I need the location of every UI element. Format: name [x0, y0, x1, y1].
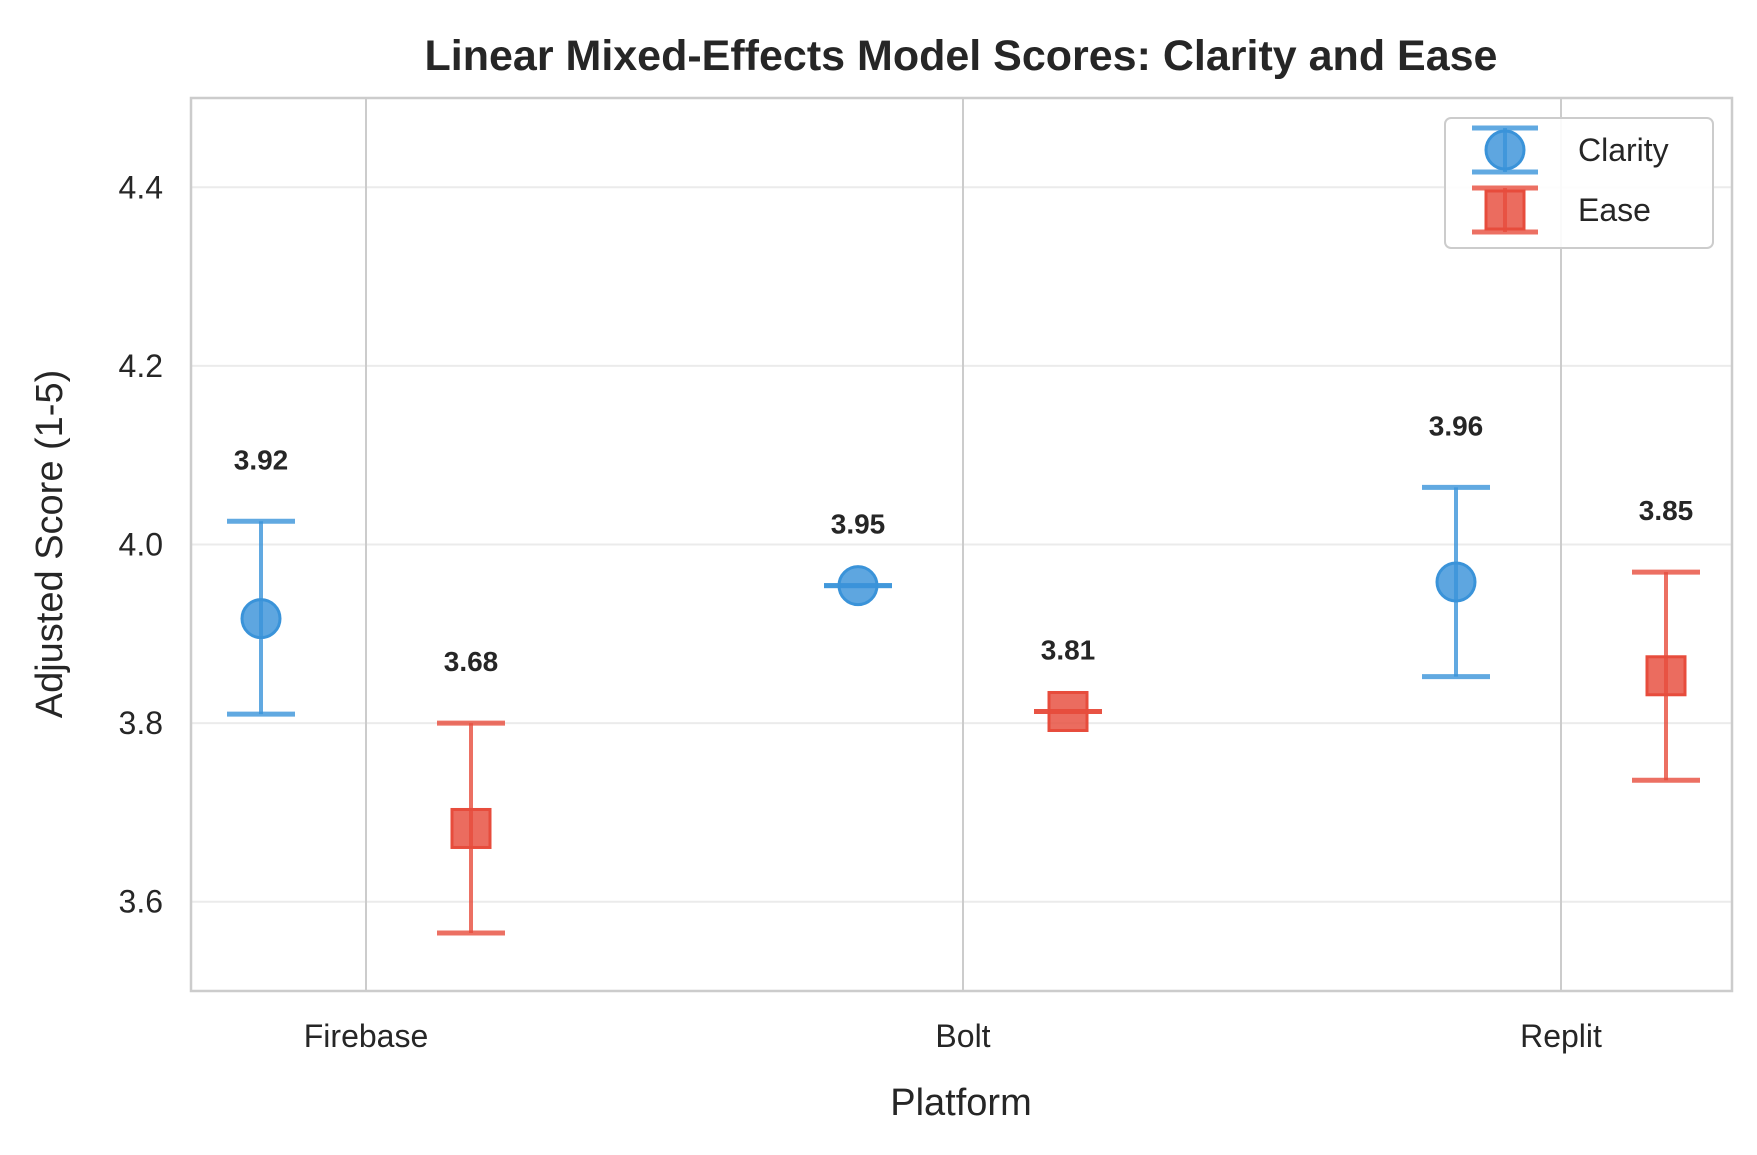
- x-tick-label: Bolt: [935, 1018, 990, 1054]
- legend-label: Clarity: [1578, 132, 1669, 168]
- series-ease: [437, 569, 1700, 936]
- y-tick-label: 4.2: [119, 348, 163, 384]
- tick-layer: 3.6 3.8 4.0 4.2 4.4 Firebase Bolt Replit: [119, 169, 1603, 1054]
- x-tick-label: Firebase: [304, 1018, 429, 1054]
- data-label: 3.68: [444, 646, 499, 677]
- data-point-marker: [1047, 690, 1089, 732]
- x-tick-label: Replit: [1520, 1018, 1602, 1054]
- legend: Clarity Ease: [1444, 117, 1714, 249]
- legend-marker-square: [1484, 189, 1526, 231]
- y-tick-label: 4.4: [119, 169, 163, 205]
- plot-frame: [189, 96, 1734, 993]
- series-clarity: [227, 484, 1490, 717]
- legend-item-ease: Ease: [1472, 185, 1651, 235]
- data-label: 3.95: [831, 509, 886, 540]
- data-label: 3.85: [1639, 495, 1694, 526]
- data-point-marker: [450, 807, 492, 849]
- data-point-marker: [1435, 561, 1477, 603]
- legend-marker-circle: [1484, 129, 1526, 171]
- x-axis-label: Platform: [890, 1082, 1031, 1124]
- data-point-marker: [1645, 655, 1687, 697]
- y-axis-label: Adjusted Score (1-5): [29, 370, 71, 719]
- data-point-marker: [837, 565, 879, 607]
- y-tick-label: 4.0: [119, 527, 163, 563]
- label-layer: 3.92 3.95 3.96 3.68 3.81 3.85: [234, 410, 1694, 677]
- chart-title: Linear Mixed-Effects Model Scores: Clari…: [425, 32, 1498, 80]
- data-label: 3.96: [1429, 410, 1484, 441]
- data-label: 3.81: [1041, 634, 1096, 665]
- legend-item-clarity: Clarity: [1472, 125, 1669, 175]
- series-layer: [227, 484, 1700, 936]
- data-point-marker: [240, 598, 282, 640]
- y-tick-label: 3.6: [119, 884, 163, 920]
- data-label: 3.92: [234, 444, 289, 475]
- y-tick-label: 3.8: [119, 705, 163, 741]
- legend-label: Ease: [1578, 192, 1651, 228]
